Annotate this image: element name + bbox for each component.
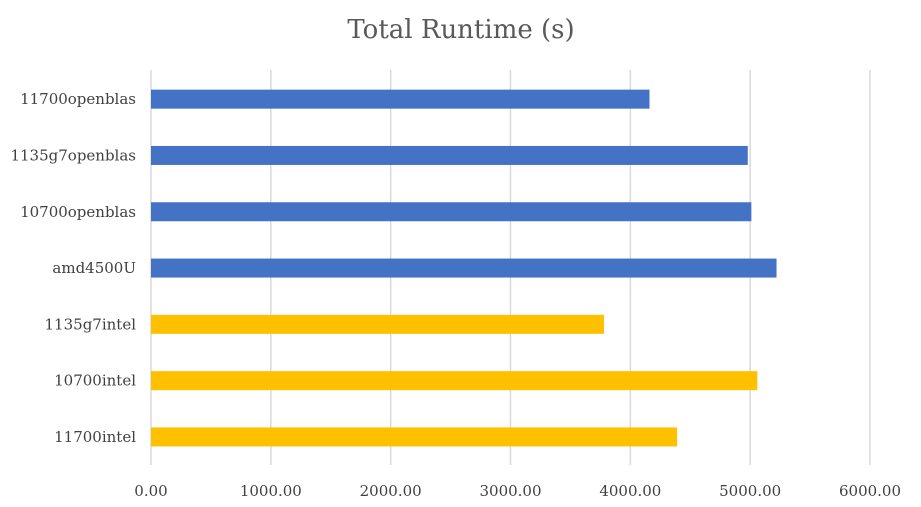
- x-tick-label: 3000.00: [479, 482, 541, 500]
- bar-10700openblas: [151, 202, 752, 222]
- category-label: 1135g7intel: [45, 315, 137, 333]
- bar-10700intel: [151, 371, 758, 391]
- bars: [151, 89, 777, 447]
- bar-1135g7intel: [151, 314, 604, 334]
- category-label: 10700openblas: [20, 203, 136, 221]
- x-tick-label: 1000.00: [240, 482, 302, 500]
- bar-1135g7openblas: [151, 145, 748, 165]
- category-label: 1135g7openblas: [10, 146, 136, 164]
- bar-11700openblas: [151, 89, 650, 109]
- x-tick-label: 2000.00: [360, 482, 422, 500]
- category-label: amd4500U: [52, 259, 136, 277]
- category-label: 10700intel: [54, 372, 136, 390]
- bar-11700intel: [151, 427, 678, 447]
- category-label: 11700intel: [54, 428, 136, 446]
- x-tick-label: 4000.00: [599, 482, 661, 500]
- category-label: 11700openblas: [20, 90, 136, 108]
- x-tick-label: 6000.00: [839, 482, 901, 500]
- x-tick-labels: 0.00 1000.00 2000.00 3000.00 4000.00 5000.00 6…: [134, 482, 901, 500]
- x-tick-label: 5000.00: [719, 482, 781, 500]
- x-tick-label: 0.00: [134, 482, 167, 500]
- bar-amd4500U: [151, 258, 777, 278]
- chart-title: Total Runtime (s): [347, 15, 574, 45]
- category-labels: 11700openblas 1135g7openblas 10700openblas…: [10, 90, 136, 446]
